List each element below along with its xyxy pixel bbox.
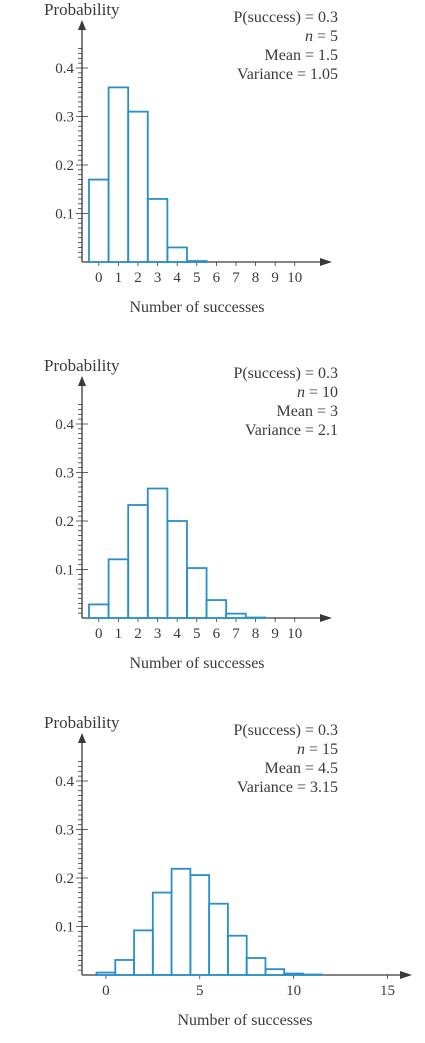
y-tick-label: 0.3 — [55, 823, 74, 839]
x-tick-label: 1 — [115, 626, 123, 642]
bar — [227, 934, 248, 976]
x-tick-label: 10 — [287, 270, 302, 286]
chart-panel: Probability 0.1 0.2 0.3 0.4 0 1 2 3 4 5 6 7 8 9 10 Numbe… — [44, 356, 338, 672]
x-axis-label: Number of successes — [177, 1012, 312, 1029]
x-axis-arrow — [320, 258, 332, 266]
y-tick-label: 0.2 — [55, 514, 74, 530]
annotation-n-symbol: n — [305, 28, 313, 45]
annotation-line: P(success) = 0.3 — [233, 722, 338, 739]
x-tick-label: 1 — [115, 270, 123, 286]
x-tick-label: 8 — [252, 270, 260, 286]
x-tick-label: 10 — [287, 626, 302, 642]
bar — [225, 612, 247, 619]
annotation-line: Variance = 2.1 — [245, 422, 338, 439]
bar — [146, 487, 169, 619]
y-axis-arrow — [78, 376, 86, 386]
chart-panel: Probability 0.1 0.2 0.3 0.4 0 5 10 15 Number of s… — [44, 713, 412, 1029]
x-tick-label: 0 — [95, 270, 103, 286]
bar — [186, 260, 208, 263]
x-tick-label: 8 — [252, 626, 260, 642]
bar — [95, 971, 117, 976]
y-tick-label: 0.3 — [55, 466, 74, 482]
y-tick-label: 0.1 — [55, 563, 74, 579]
y-axis-label: Probability — [44, 356, 120, 375]
bar — [127, 504, 149, 619]
x-tick-label: 7 — [232, 626, 240, 642]
x-tick-label: 15 — [380, 983, 395, 999]
bar — [245, 957, 267, 976]
x-tick-label: 6 — [213, 270, 221, 286]
annotation-line: n = 5 — [305, 28, 338, 45]
y-tick-label: 0.1 — [55, 207, 74, 223]
y-tick-label: 0.3 — [55, 110, 74, 126]
annotation-n-symbol: n — [297, 384, 305, 401]
y-tick-label: 0.2 — [55, 871, 74, 887]
x-tick-label: 3 — [154, 270, 162, 286]
bar — [107, 86, 130, 263]
annotation-line: Mean = 4.5 — [265, 760, 338, 777]
x-axis-arrow — [320, 614, 332, 622]
y-tick-label: 0.2 — [55, 158, 74, 174]
annotation-n-value: = 5 — [313, 28, 338, 45]
bar — [189, 874, 211, 976]
bar — [166, 520, 188, 619]
bar — [208, 902, 229, 976]
y-tick-label: 0.4 — [55, 61, 74, 77]
x-tick-label: 5 — [193, 626, 201, 642]
x-tick-label: 2 — [134, 270, 142, 286]
bar — [133, 929, 154, 976]
x-tick-label: 5 — [196, 983, 204, 999]
bar — [107, 558, 130, 619]
annotation-line: Variance = 3.15 — [237, 779, 338, 796]
bar — [186, 567, 208, 619]
x-tick-label: 10 — [286, 983, 301, 999]
y-axis-label: Probability — [44, 0, 120, 19]
bar — [151, 891, 173, 976]
x-tick-label: 3 — [154, 626, 162, 642]
bar — [146, 198, 169, 263]
annotation-line: P(success) = 0.3 — [233, 9, 338, 26]
x-axis-arrow — [400, 971, 412, 979]
bar — [205, 599, 228, 619]
x-tick-label: 6 — [213, 626, 221, 642]
annotation-n-value: = 10 — [305, 384, 338, 401]
x-tick-label: 5 — [193, 270, 201, 286]
x-tick-label: 0 — [102, 983, 110, 999]
annotation-line: Mean = 3 — [277, 403, 338, 420]
x-tick-label: 7 — [232, 270, 240, 286]
bar — [170, 867, 192, 976]
bar — [127, 110, 149, 263]
annotation-n-value: = 15 — [305, 741, 338, 758]
y-tick-label: 0.1 — [55, 920, 74, 936]
y-axis-arrow — [78, 20, 86, 30]
annotation-line: P(success) = 0.3 — [233, 365, 338, 382]
bar — [283, 972, 304, 976]
x-tick-label: 4 — [173, 626, 181, 642]
bar — [166, 246, 188, 263]
y-tick-label: 0.4 — [55, 417, 74, 433]
x-tick-label: 9 — [271, 270, 279, 286]
x-tick-label: 0 — [95, 626, 103, 642]
annotation-line: n = 15 — [297, 741, 338, 758]
x-axis-label: Number of successes — [129, 655, 264, 672]
chart-panel: Probability 0.1 0.2 0.3 0.4 0 1 2 3 4 5 6 7 8 9 10 Numbe… — [44, 0, 338, 316]
annotation-line: n = 10 — [297, 384, 338, 401]
y-tick-label: 0.4 — [55, 774, 74, 790]
x-axis-label: Number of successes — [129, 299, 264, 316]
x-tick-label: 2 — [134, 626, 142, 642]
annotation-n-symbol: n — [297, 741, 305, 758]
x-tick-label: 9 — [271, 626, 279, 642]
annotation-line: Mean = 1.5 — [265, 47, 338, 64]
bar — [88, 178, 110, 263]
bar — [114, 959, 135, 976]
x-tick-label: 4 — [173, 270, 181, 286]
y-axis-label: Probability — [44, 713, 120, 732]
bar — [264, 968, 286, 976]
y-axis-arrow — [78, 733, 86, 743]
bar — [88, 603, 110, 619]
annotation-line: Variance = 1.05 — [237, 66, 338, 83]
